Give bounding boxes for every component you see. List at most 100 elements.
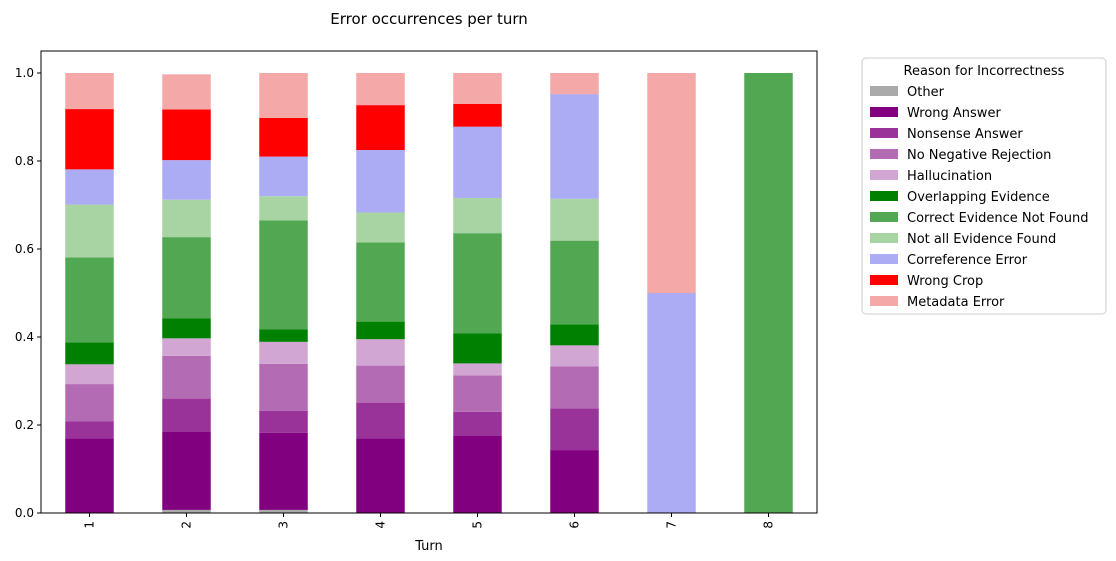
- bar-segment-no-negative-rejection-turn-1: [65, 384, 114, 422]
- bar-segment-wrong-crop-turn-4: [356, 105, 405, 150]
- x-tick-label: 7: [665, 521, 679, 529]
- bar-segment-overlapping-evidence-turn-1: [65, 342, 114, 365]
- bar-segment-overlapping-evidence-turn-3: [259, 329, 308, 342]
- bar-segment-correct-evidence-not-found-turn-5: [453, 233, 502, 334]
- bar-segment-wrong-answer-turn-4: [356, 438, 405, 513]
- bar-segment-metadata-error-turn-5: [453, 73, 502, 104]
- y-tick-label: 0.4: [15, 330, 34, 344]
- bar-segment-metadata-error-turn-3: [259, 73, 308, 118]
- legend: Reason for Incorrectness Other Wrong Answ…: [861, 57, 1107, 315]
- x-tick-label: 8: [762, 521, 776, 529]
- bar-segment-overlapping-evidence-turn-5: [453, 333, 502, 364]
- legend-swatch: [870, 149, 898, 159]
- legend-label: Not all Evidence Found: [907, 232, 1056, 247]
- legend-label: Correference Error: [907, 253, 1028, 268]
- bar-segment-hallucination-turn-6: [550, 345, 599, 367]
- bar-segment-no-negative-rejection-turn-6: [550, 366, 599, 409]
- bar-segment-correference-error-turn-4: [356, 150, 405, 213]
- plot-frame: [40, 50, 818, 514]
- x-tick-label: 2: [180, 521, 194, 529]
- y-tick-label: 0.2: [15, 418, 34, 432]
- bar-segment-wrong-answer-turn-2: [162, 431, 211, 510]
- bar-segment-correct-evidence-not-found-turn-2: [162, 237, 211, 319]
- bar-segment-metadata-error-turn-2: [162, 74, 211, 110]
- bar-segment-correct-evidence-not-found-turn-6: [550, 240, 599, 325]
- bar-segment-nonsense-answer-turn-3: [259, 410, 308, 433]
- legend-label: Metadata Error: [907, 295, 1005, 310]
- y-tick-label: 1.0: [15, 66, 34, 80]
- x-tick-label: 4: [374, 521, 388, 529]
- bar-segment-correference-error-turn-6: [550, 94, 599, 199]
- legend-swatch: [870, 233, 898, 243]
- bar-segment-wrong-answer-turn-1: [65, 438, 114, 513]
- axes-layer: 0.0 0.2 0.4 0.6 0.8 1.0 1 2 3 4 5 6 7 8: [15, 50, 818, 529]
- x-tick-label: 5: [471, 521, 485, 529]
- legend-swatch: [870, 296, 898, 306]
- bar-segment-wrong-answer-turn-3: [259, 432, 308, 510]
- legend-swatch: [870, 107, 898, 117]
- bar-segment-nonsense-answer-turn-5: [453, 411, 502, 436]
- bar-segment-hallucination-turn-2: [162, 338, 211, 356]
- bar-segment-hallucination-turn-4: [356, 339, 405, 366]
- bar-segment-correference-error-turn-5: [453, 126, 502, 198]
- bar-segment-nonsense-answer-turn-6: [550, 408, 599, 451]
- legend-swatch: [870, 128, 898, 138]
- bar-segment-correference-error-turn-2: [162, 160, 211, 200]
- bar-segment-metadata-error-turn-1: [65, 73, 114, 110]
- legend-label: Overlapping Evidence: [907, 190, 1050, 205]
- bar-segment-hallucination-turn-3: [259, 341, 308, 364]
- bar-segment-no-negative-rejection-turn-2: [162, 355, 211, 399]
- bar-segment-correference-error-turn-3: [259, 156, 308, 197]
- bar-segment-hallucination-turn-1: [65, 364, 114, 385]
- bar-segment-wrong-answer-turn-5: [453, 436, 502, 513]
- bar-segment-no-negative-rejection-turn-4: [356, 365, 405, 403]
- bar-segment-wrong-crop-turn-5: [453, 103, 502, 127]
- bar-segment-correct-evidence-not-found-turn-1: [65, 257, 114, 343]
- bar-segment-not-all-evidence-found-turn-4: [356, 212, 405, 243]
- legend-label: Wrong Crop: [907, 274, 983, 289]
- legend-label: Nonsense Answer: [907, 127, 1023, 142]
- bar-segment-correct-evidence-not-found-turn-8: [744, 73, 793, 513]
- y-tick-label: 0.0: [15, 506, 34, 520]
- bar-segment-no-negative-rejection-turn-5: [453, 375, 502, 412]
- bar-segment-not-all-evidence-found-turn-6: [550, 198, 599, 241]
- bar-segment-correference-error-turn-7: [647, 293, 696, 513]
- x-axis-label: Turn: [414, 539, 443, 554]
- y-tick-label: 0.6: [15, 242, 34, 256]
- bar-segment-not-all-evidence-found-turn-1: [65, 204, 114, 258]
- bar-segment-metadata-error-turn-6: [550, 73, 599, 95]
- bar-segment-wrong-crop-turn-2: [162, 109, 211, 161]
- bar-segment-correference-error-turn-1: [65, 169, 114, 205]
- x-tick-label: 1: [83, 521, 97, 529]
- bar-segment-wrong-answer-turn-6: [550, 450, 599, 513]
- legend-title: Reason for Incorrectness: [904, 64, 1065, 79]
- y-tick-label: 0.8: [15, 154, 34, 168]
- legend-label: Hallucination: [907, 169, 992, 184]
- bar-segment-nonsense-answer-turn-2: [162, 398, 211, 432]
- legend-swatch: [870, 170, 898, 180]
- bar-segment-overlapping-evidence-turn-2: [162, 318, 211, 339]
- bar-segment-wrong-crop-turn-1: [65, 109, 114, 170]
- bar-segment-metadata-error-turn-7: [647, 73, 696, 293]
- bar-segment-metadata-error-turn-4: [356, 73, 405, 106]
- bar-segment-nonsense-answer-turn-1: [65, 421, 114, 439]
- bar-segment-not-all-evidence-found-turn-3: [259, 196, 308, 221]
- legend-label: Correct Evidence Not Found: [907, 211, 1088, 226]
- bar-segment-nonsense-answer-turn-4: [356, 403, 405, 439]
- legend-swatch: [870, 254, 898, 264]
- bar-segment-overlapping-evidence-turn-4: [356, 321, 405, 340]
- bar-segment-correct-evidence-not-found-turn-4: [356, 242, 405, 322]
- x-tick-label: 6: [568, 521, 582, 529]
- x-tick-label: 3: [277, 521, 291, 529]
- bar-segment-other-turn-2: [162, 509, 211, 513]
- legend-label: Other: [907, 85, 945, 100]
- legend-label: No Negative Rejection: [907, 148, 1051, 163]
- legend-swatch: [870, 86, 898, 96]
- legend-swatch: [870, 191, 898, 201]
- legend-swatch: [870, 275, 898, 285]
- bar-segment-correct-evidence-not-found-turn-3: [259, 220, 308, 330]
- bar-segment-no-negative-rejection-turn-3: [259, 363, 308, 411]
- bars-layer: [65, 73, 793, 513]
- bar-segment-overlapping-evidence-turn-6: [550, 324, 599, 346]
- bar-segment-hallucination-turn-5: [453, 363, 502, 376]
